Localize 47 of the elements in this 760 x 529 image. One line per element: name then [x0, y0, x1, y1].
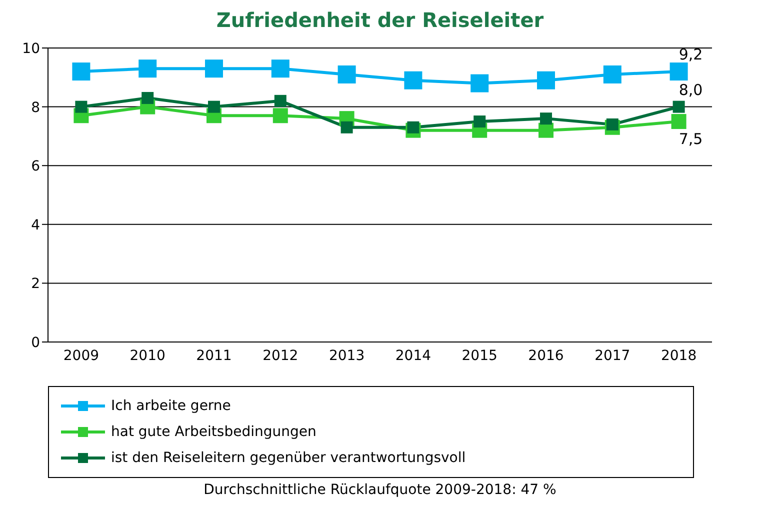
point: [537, 71, 555, 90]
point: [470, 74, 489, 92]
point: [670, 62, 688, 81]
x-tick-label: 2018: [660, 348, 697, 364]
y-tick-label: 0: [31, 334, 40, 351]
point: [407, 121, 420, 134]
x-tick-label: 2017: [594, 348, 630, 364]
data-label: 7,5: [678, 130, 703, 148]
point: [338, 65, 356, 84]
point: [603, 65, 622, 84]
x-tick-label: 2016: [528, 348, 564, 364]
data-label: 9,2: [678, 46, 703, 64]
chart-title: Zufriedenheit der Reiseleiter: [215, 8, 545, 34]
point: [75, 100, 88, 113]
point: [72, 62, 90, 81]
point: [474, 116, 486, 128]
point: [142, 92, 154, 104]
point: [272, 108, 288, 124]
y-tick-label: 2: [31, 276, 40, 292]
data-label: 8,0: [678, 80, 703, 99]
point: [538, 122, 554, 138]
point: [671, 114, 686, 129]
point: [271, 60, 290, 78]
legend-label: hat gute Arbeitsbedingungen: [111, 424, 316, 440]
point: [274, 94, 286, 107]
legend-label: ist den Reiseleitern gegenüber verantwortungsvoll: [111, 450, 466, 466]
x-tick-label: 2013: [328, 348, 365, 364]
x-tick-label: 2012: [262, 348, 298, 364]
point: [540, 112, 552, 125]
y-tick-label: 8: [31, 100, 40, 116]
point: [208, 100, 220, 113]
point: [340, 121, 353, 134]
point: [205, 60, 223, 78]
point: [404, 71, 422, 90]
x-tick-label: 2009: [63, 348, 100, 364]
x-tick-label: 2011: [196, 348, 232, 364]
y-tick-label: 4: [31, 217, 40, 234]
text: Durchschnittliche Rücklaufquote 2009-2018: 47 %: [202, 482, 558, 498]
point: [672, 100, 685, 113]
point: [138, 60, 157, 78]
point: [606, 118, 618, 130]
x-tick-label: 2015: [462, 348, 498, 364]
y-tick-label: 6: [31, 158, 40, 175]
x-tick-label: 2014: [395, 348, 432, 364]
x-tick-label: 2010: [130, 348, 166, 364]
y-tick-label: 10: [22, 40, 40, 57]
legend-label: Ich arbeite gerne: [111, 398, 231, 414]
